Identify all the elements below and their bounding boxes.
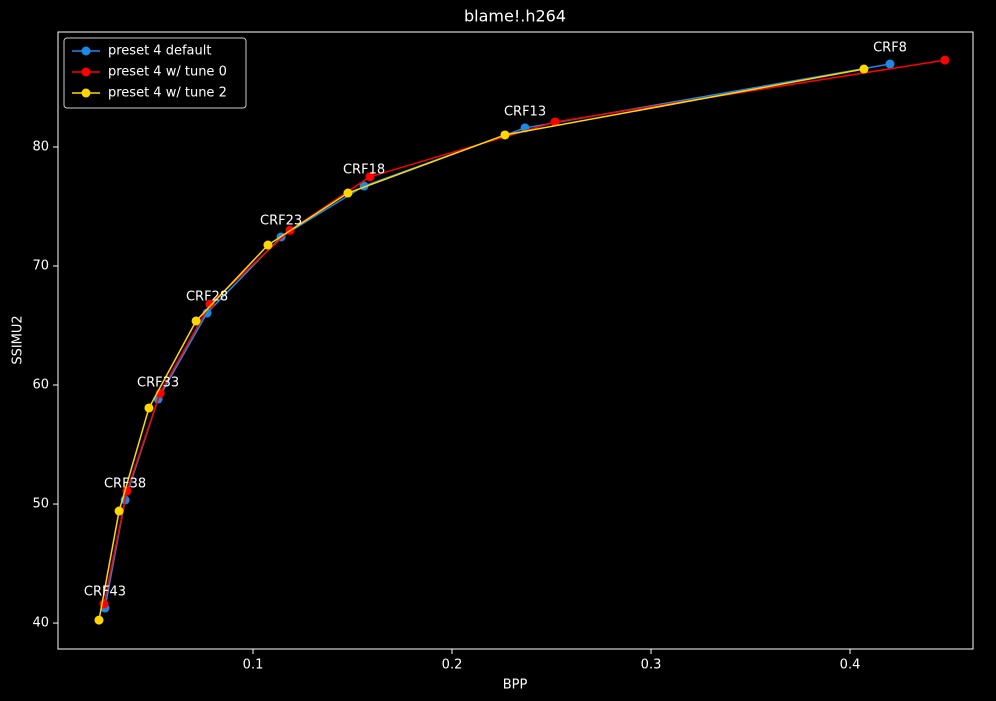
annotation: CRF18 — [343, 163, 385, 178]
point — [859, 64, 869, 74]
x-tick-label: 0.3 — [641, 658, 662, 673]
point — [940, 55, 950, 65]
legend-marker — [81, 67, 91, 77]
y-tick-label: 80 — [32, 139, 49, 154]
plot-frame — [57, 31, 974, 650]
annotation: CRF13 — [504, 104, 546, 119]
point — [191, 316, 201, 326]
annotation: CRF8 — [873, 41, 907, 56]
series-line — [103, 59, 946, 605]
point — [343, 188, 353, 198]
x-axis-label: BPP — [503, 678, 528, 693]
y-tick-label: 50 — [32, 497, 49, 512]
point — [205, 299, 215, 309]
point — [365, 172, 375, 182]
point — [550, 117, 560, 127]
point — [144, 403, 154, 413]
x-tick-label: 0.1 — [243, 658, 264, 673]
series-line — [104, 63, 891, 609]
y-tick-label: 40 — [32, 616, 49, 631]
point — [500, 130, 510, 140]
annotation: CRF28 — [186, 290, 228, 305]
x-tick-label: 0.2 — [442, 658, 463, 673]
chart-title: blame!.h264 — [464, 7, 566, 26]
point — [263, 240, 273, 250]
legend-box — [63, 37, 247, 109]
y-axis-label: SSIMU2 — [11, 315, 26, 364]
series-line — [98, 68, 865, 621]
y-tick-label: 70 — [32, 258, 49, 273]
annotation: CRF33 — [137, 376, 179, 391]
annotation: CRF23 — [260, 213, 302, 228]
point — [885, 59, 895, 69]
legend-label: preset 4 w/ tune 2 — [108, 86, 227, 101]
legend-label: preset 4 default — [108, 44, 211, 59]
legend-marker — [81, 46, 91, 56]
y-tick-label: 60 — [32, 378, 49, 393]
x-tick-label: 0.4 — [840, 658, 861, 673]
annotation: CRF38 — [104, 476, 146, 491]
annotation: CRF43 — [84, 585, 126, 600]
point — [94, 615, 104, 625]
point — [114, 506, 124, 516]
legend-marker — [81, 88, 91, 98]
legend-label: preset 4 w/ tune 0 — [108, 65, 227, 80]
